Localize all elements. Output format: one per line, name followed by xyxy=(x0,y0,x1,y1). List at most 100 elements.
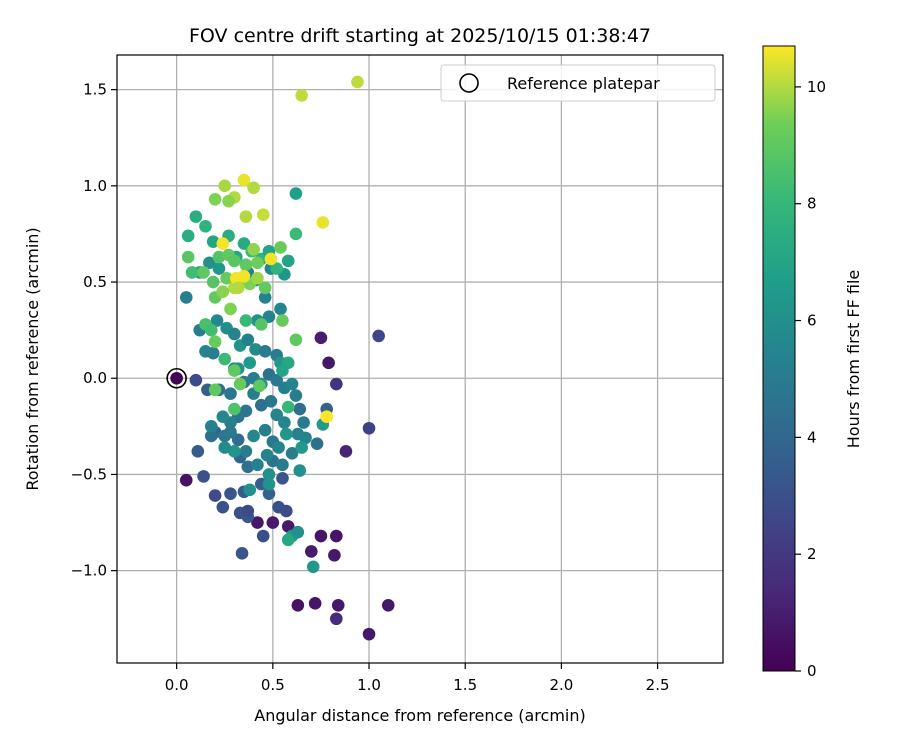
scatter-point xyxy=(276,364,289,377)
colorbar-tick-label: 6 xyxy=(807,312,817,330)
colorbar-tick-label: 4 xyxy=(807,428,817,446)
scatter-point xyxy=(243,356,257,370)
colorbar-label: Hours from first FF file xyxy=(844,270,863,449)
colorbar-tick-label: 0 xyxy=(807,662,817,680)
reference-marker-group xyxy=(166,367,187,389)
scatter-point xyxy=(274,241,287,254)
scatter-point xyxy=(228,327,241,341)
colorbar-tick-label: 10 xyxy=(807,78,826,96)
scatter-point xyxy=(262,468,276,481)
scatter-point xyxy=(204,420,218,433)
scatter-point xyxy=(224,487,237,500)
scatter-point xyxy=(206,346,220,360)
scatter-point xyxy=(281,400,295,414)
scatter-point xyxy=(299,431,312,445)
scatter-point xyxy=(328,548,341,562)
colorbar-tick-label: 2 xyxy=(807,545,817,563)
scatter-point xyxy=(249,343,262,356)
scatter-point xyxy=(208,193,222,206)
scatter-point xyxy=(314,529,328,543)
scatter-point xyxy=(264,395,278,408)
scatter-point xyxy=(293,464,307,477)
reference-platepar-marker xyxy=(166,367,187,389)
scatter-point xyxy=(285,446,299,460)
scatter-point xyxy=(272,441,285,454)
scatter-point xyxy=(204,323,218,337)
y-tick-label: 0.0 xyxy=(83,369,107,387)
chart-title: FOV centre drift starting at 2025/10/15 … xyxy=(189,25,651,47)
scatter-point xyxy=(258,281,272,295)
scatter-point xyxy=(285,377,299,391)
scatter-point xyxy=(251,271,264,285)
scatter-point xyxy=(258,345,272,358)
scatter-point xyxy=(258,291,272,304)
colorbar-gradient xyxy=(762,45,796,672)
scatter-point xyxy=(281,254,295,268)
scatter-point xyxy=(305,545,318,558)
scatter-point xyxy=(191,445,205,458)
scatter-point xyxy=(293,402,307,416)
scatter-point xyxy=(281,533,295,547)
scatter-point xyxy=(262,310,276,323)
legend: Reference platepar xyxy=(440,64,716,102)
scatter-point xyxy=(276,314,289,327)
scatter-point xyxy=(224,302,237,316)
scatter-point xyxy=(228,402,241,416)
scatter-point xyxy=(297,416,310,429)
scatter-point xyxy=(216,237,230,250)
scatter-point xyxy=(208,383,222,397)
y-tick-label: −1.0 xyxy=(71,562,107,580)
scatter-point xyxy=(266,516,280,529)
scatter-point xyxy=(270,262,283,275)
scatter-point xyxy=(281,520,295,533)
scatter-point xyxy=(179,291,193,304)
scatter-point xyxy=(224,387,237,400)
scatter-point xyxy=(260,448,274,462)
scatter-point xyxy=(231,281,245,295)
y-axis-label: Rotation from reference (arcmin) xyxy=(23,227,42,490)
legend-label: Reference platepar xyxy=(507,74,660,93)
scatter-point xyxy=(199,219,212,233)
x-tick-label: 1.0 xyxy=(357,676,381,694)
scatter-point xyxy=(276,458,289,472)
scatter-point xyxy=(228,364,241,377)
scatter-point xyxy=(262,477,276,491)
grid xyxy=(117,55,723,663)
x-tick-label: 2.0 xyxy=(549,676,573,694)
scatter-point xyxy=(306,560,320,574)
scatter-point xyxy=(228,445,241,458)
scatter-point xyxy=(233,377,247,391)
scatter-point xyxy=(289,333,303,347)
scatter-point xyxy=(264,252,278,266)
scatter-point xyxy=(330,377,343,391)
colorbar: 0 2 4 6 8 10 Hours from first FF file xyxy=(762,45,863,680)
colorbar-tick-label: 8 xyxy=(807,195,817,213)
scatter-point xyxy=(218,179,232,193)
reference-point xyxy=(170,371,183,385)
plot-background xyxy=(117,55,723,663)
scatter-point xyxy=(362,421,376,435)
scatter-point xyxy=(262,487,276,500)
scatter-point xyxy=(322,356,335,370)
scatter-point xyxy=(295,441,308,454)
scatter-point xyxy=(210,314,224,327)
y-tick-label: 1.0 xyxy=(83,177,107,195)
scatter-point xyxy=(237,237,251,250)
scatter-point xyxy=(289,187,303,200)
scatter-point xyxy=(251,256,264,270)
y-tick-label: 1.5 xyxy=(83,81,107,99)
scatter-point xyxy=(295,89,308,102)
scatter-point xyxy=(228,254,241,268)
scatter-point xyxy=(241,333,255,347)
scatter-point xyxy=(247,243,260,256)
x-tick-label: 0.5 xyxy=(261,676,285,694)
scatter-point xyxy=(314,331,328,345)
scatter-point xyxy=(203,256,216,270)
y-tick-label: −0.5 xyxy=(71,465,107,483)
scatter-point xyxy=(208,335,222,348)
scatter-point xyxy=(208,489,222,502)
scatter-point xyxy=(204,429,218,443)
legend-box xyxy=(440,64,716,102)
scatter-point xyxy=(247,181,260,195)
